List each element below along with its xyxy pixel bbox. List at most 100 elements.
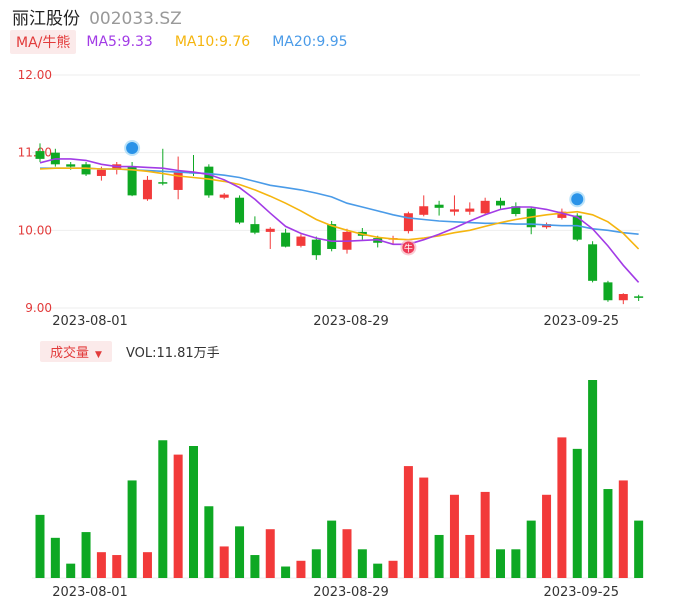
stock-name: 丽江股份: [12, 9, 80, 29]
candle-body: [35, 151, 45, 159]
volume-bar: [465, 534, 475, 578]
volume-bar: [311, 549, 321, 578]
candle-body: [572, 215, 582, 240]
volume-bar: [158, 440, 168, 578]
volume-bar: [480, 491, 490, 578]
volume-bar: [142, 552, 152, 578]
x-tick-label: 2023-08-29: [313, 314, 389, 329]
volume-bar: [511, 549, 521, 578]
candle-body: [588, 244, 598, 281]
candle-body: [557, 211, 567, 218]
y-tick-label: 11.00: [18, 146, 52, 160]
volume-bar: [35, 514, 45, 578]
y-tick-label: 12.00: [18, 68, 52, 82]
volume-bar: [96, 552, 106, 578]
volume-bar: [403, 466, 413, 578]
ma10-label: MA10:9.76: [174, 34, 251, 50]
candle-body: [296, 236, 306, 246]
candle-body: [634, 296, 644, 298]
volume-bar: [112, 555, 122, 578]
volume-bar: [634, 520, 644, 578]
ma-legend: MA/牛熊 MA5:9.33 MA10:9.76 MA20:9.95: [10, 30, 348, 54]
ma-toggle-button[interactable]: MA/牛熊: [10, 30, 77, 54]
volume-bar: [265, 529, 275, 578]
candle-body: [496, 200, 505, 206]
volume-bar: [434, 534, 444, 578]
candle-body: [96, 169, 106, 176]
volume-bar: [557, 437, 567, 578]
candle-body: [465, 208, 475, 212]
candle-body: [603, 282, 613, 301]
y-tick-label: 9.00: [25, 301, 52, 315]
volume-bar: [66, 563, 76, 578]
volume-bar: [373, 563, 383, 578]
volume-bar: [127, 480, 137, 578]
volume-bar: [296, 560, 306, 578]
candle-body: [142, 179, 152, 200]
caret-down-icon: ▼: [95, 349, 102, 360]
candle-body: [127, 166, 137, 196]
y-tick-label: 10.00: [18, 223, 52, 237]
volume-bar: [342, 529, 352, 578]
ma20-label: MA20:9.95: [272, 34, 348, 50]
volume-bar: [357, 549, 367, 578]
volume-indicator-dropdown[interactable]: 成交量 ▼: [40, 340, 112, 362]
volume-bar: [449, 494, 459, 578]
x-tick-label: 2023-08-29: [313, 585, 389, 600]
volume-bar: [189, 446, 198, 578]
volume-bar: [588, 380, 598, 578]
candle-body: [66, 164, 76, 167]
volume-bar: [526, 520, 536, 578]
candle-body: [403, 213, 413, 232]
candle-body: [173, 172, 183, 190]
candle-body: [618, 294, 628, 301]
candle-body: [204, 166, 214, 196]
candle-body: [81, 164, 91, 175]
bull-marker-label: 牛: [404, 242, 413, 254]
volume-bar: [250, 555, 260, 578]
volume-bar: [173, 454, 183, 578]
candle-body: [219, 194, 229, 198]
volume-bar: [496, 549, 505, 578]
bull-marker-icon: [402, 241, 415, 254]
candle-body: [327, 224, 337, 249]
ma10-line: [39, 167, 640, 250]
volume-bar: [50, 537, 60, 578]
bear-marker-icon: [126, 141, 139, 154]
volume-legend: 成交量 ▼ VOL:11.81万手: [40, 340, 220, 362]
candle-body: [449, 209, 459, 212]
candle-body: [250, 224, 260, 233]
volume-bar: [603, 489, 613, 578]
candle-body: [511, 206, 521, 215]
candle-body: [281, 232, 291, 247]
stock-code: 002033.SZ: [89, 9, 182, 29]
volume-bar: [542, 494, 552, 578]
candle-body: [434, 204, 444, 208]
volume-bar: [281, 566, 291, 578]
x-tick-label: 2023-08-01: [52, 314, 128, 329]
bear-marker-icon: [571, 193, 584, 206]
volume-bar: [81, 532, 91, 578]
volume-bar: [419, 477, 429, 578]
volume-bar: [219, 546, 229, 578]
x-tick-label: 2023-09-25: [543, 314, 619, 329]
candle-body: [311, 239, 321, 256]
volume-indicator-label: 成交量: [50, 345, 90, 361]
volume-bar: [235, 526, 245, 578]
volume-bar: [388, 560, 398, 578]
volume-bar: [204, 506, 214, 578]
candle-body: [158, 182, 168, 184]
volume-bar: [572, 448, 582, 578]
candle-body: [235, 197, 245, 223]
stock-header: 丽江股份 002033.SZ: [12, 4, 182, 29]
x-tick-label: 2023-09-25: [543, 585, 619, 600]
volume-bar: [327, 520, 337, 578]
candle-body: [419, 206, 429, 215]
candle-body: [480, 200, 490, 214]
volume-bar: [618, 480, 628, 578]
candle-body: [265, 228, 275, 232]
x-tick-label: 2023-08-01: [52, 585, 128, 600]
volume-value: VOL:11.81万手: [125, 345, 220, 361]
ma5-line: [39, 158, 640, 283]
